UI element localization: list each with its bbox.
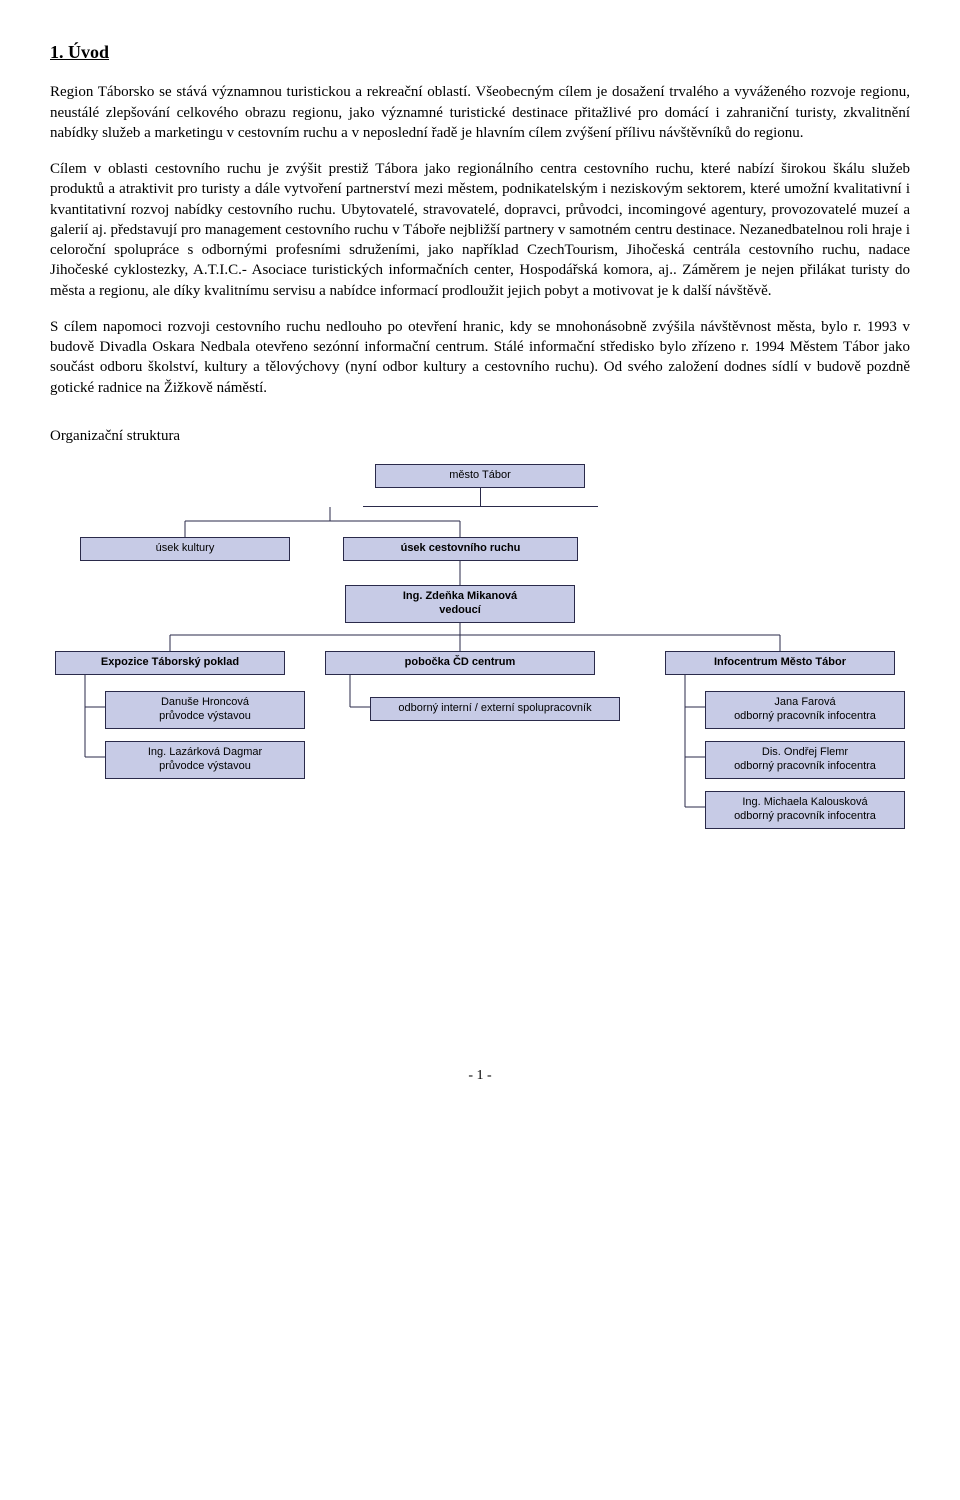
node-infocentrum: Infocentrum Město Tábor [665,651,895,675]
node-hroncova-name: Danuše Hroncová [161,696,249,708]
node-lazarkova-name: Ing. Lazárková Dagmar [148,746,262,758]
page-number: - 1 - [50,1067,910,1086]
node-flemr-name: Dis. Ondřej Flemr [762,746,848,758]
node-lazarkova-role: průvodce výstavou [159,760,251,772]
node-lazarkova: Ing. Lazárková Dagmar průvodce výstavou [105,741,305,779]
node-mesto-tabor: město Tábor [375,464,585,488]
org-structure-title: Organizační struktura [50,426,910,446]
node-flemr-role: odborný pracovník infocentra [734,760,876,772]
node-flemr: Dis. Ondřej Flemr odborný pracovník info… [705,741,905,779]
node-expozice: Expozice Táborský poklad [55,651,285,675]
node-kalouskova: Ing. Michaela Kalousková odborný pracovn… [705,791,905,829]
paragraph-2: Cílem v oblasti cestovního ruchu je zvýš… [50,159,910,301]
node-hroncova-role: průvodce výstavou [159,710,251,722]
node-hroncova: Danuše Hroncová průvodce výstavou [105,691,305,729]
node-odborny-spolupracovnik: odborný interní / externí spolupracovník [370,697,620,721]
paragraph-3: S cílem napomoci rozvoji cestovního ruch… [50,317,910,398]
node-mikanova-role: vedoucí [439,604,481,616]
node-kalouskova-role: odborný pracovník infocentra [734,810,876,822]
node-pobocka: pobočka ČD centrum [325,651,595,675]
node-mikanova-name: Ing. Zdeňka Mikanová [403,590,517,602]
paragraph-1: Region Táborsko se stává významnou turis… [50,82,910,143]
org-chart-canvas: úsek kultury úsek cestovního ruchu Ing. … [50,507,910,1027]
node-farova-role: odborný pracovník infocentra [734,710,876,722]
node-usek-kultury2: úsek kultury [80,537,290,561]
node-farova-name: Jana Farová [774,696,835,708]
page-heading: 1. Úvod [50,40,910,64]
node-farova: Jana Farová odborný pracovník infocentra [705,691,905,729]
node-mikanova: Ing. Zdeňka Mikanová vedoucí [345,585,575,623]
node-usek-cestovniho-ruchu2: úsek cestovního ruchu [343,537,578,561]
node-kalouskova-name: Ing. Michaela Kalousková [742,796,867,808]
